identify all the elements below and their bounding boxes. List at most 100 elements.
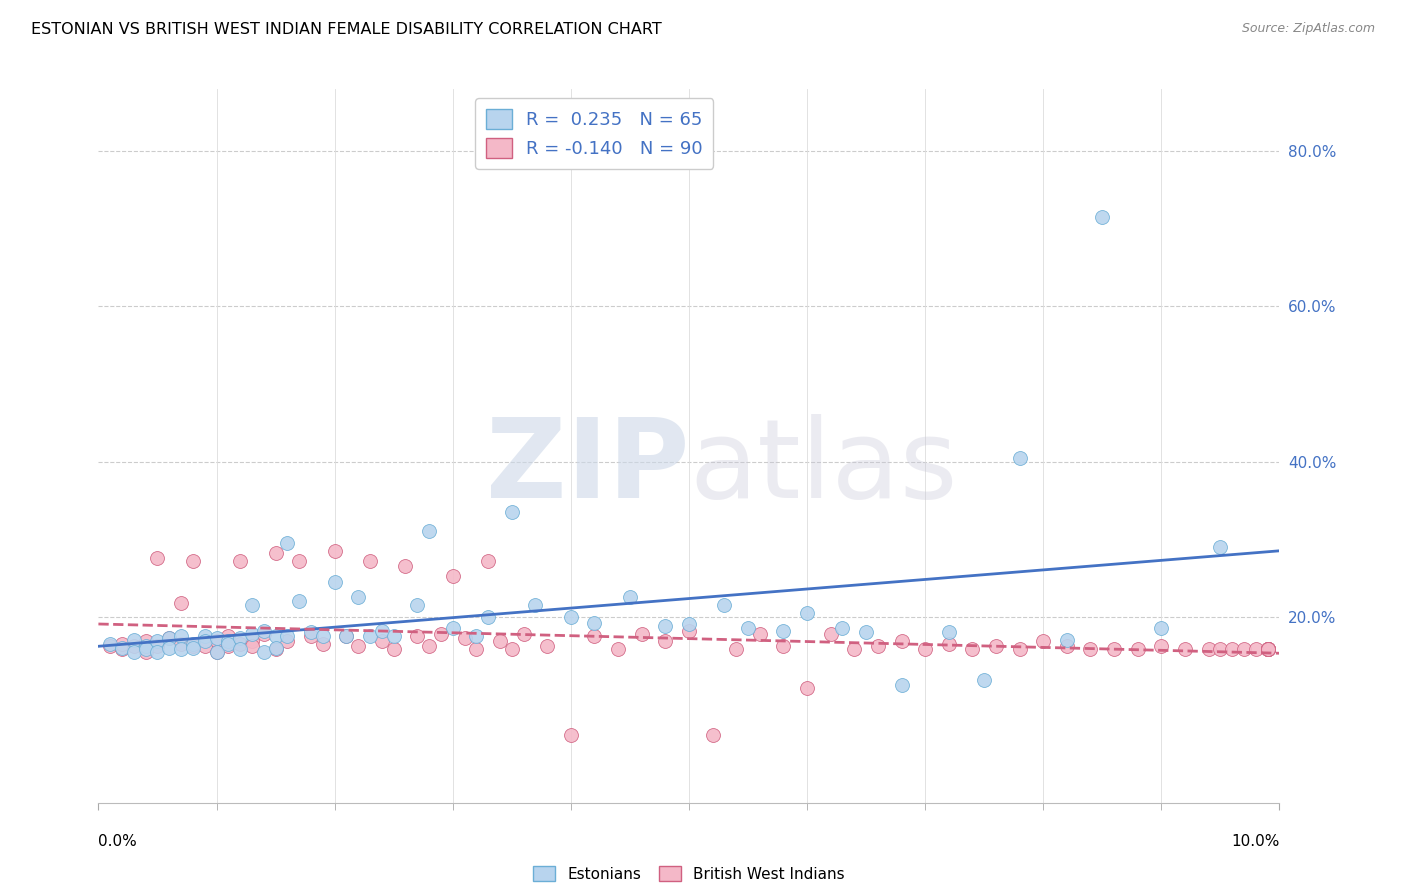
Point [654, 619, 676, 633]
Point [288, 594, 311, 608]
Point [146, 634, 169, 648]
Point [962, 642, 984, 657]
Point [1008, 450, 1031, 465]
Point [678, 624, 700, 638]
Point [1257, 642, 1279, 657]
Point [111, 642, 134, 657]
Point [501, 505, 523, 519]
Point [135, 644, 157, 658]
Point [725, 642, 748, 657]
Point [465, 629, 488, 643]
Point [1126, 642, 1149, 657]
Point [583, 629, 606, 643]
Point [253, 624, 276, 638]
Point [205, 644, 228, 658]
Point [748, 626, 770, 640]
Point [371, 634, 394, 648]
Point [430, 626, 453, 640]
Point [264, 546, 287, 560]
Point [465, 642, 488, 657]
Point [772, 639, 794, 653]
Point [654, 634, 676, 648]
Point [288, 554, 311, 568]
Point [194, 634, 217, 648]
Point [1209, 642, 1232, 657]
Point [453, 632, 475, 646]
Point [984, 639, 1007, 653]
Point [796, 606, 818, 620]
Point [347, 639, 370, 653]
Point [135, 634, 157, 648]
Point [1091, 210, 1114, 224]
Point [1056, 639, 1078, 653]
Point [194, 639, 217, 653]
Point [524, 598, 547, 612]
Point [973, 673, 995, 688]
Point [418, 524, 440, 539]
Point [1209, 540, 1232, 554]
Point [135, 639, 157, 653]
Point [194, 629, 217, 643]
Point [240, 639, 263, 653]
Point [170, 596, 193, 610]
Point [501, 642, 523, 657]
Point [347, 591, 370, 605]
Point [1198, 642, 1220, 657]
Point [335, 629, 357, 643]
Text: 10.0%: 10.0% [1232, 834, 1279, 849]
Point [406, 598, 429, 612]
Point [170, 642, 193, 657]
Point [1233, 642, 1256, 657]
Point [217, 634, 239, 648]
Point [1032, 634, 1054, 648]
Point [1102, 642, 1125, 657]
Point [678, 617, 700, 632]
Point [135, 642, 157, 657]
Point [630, 626, 652, 640]
Point [122, 639, 145, 653]
Point [359, 554, 381, 568]
Text: atlas: atlas [689, 414, 957, 521]
Point [1257, 642, 1279, 657]
Point [181, 639, 204, 653]
Point [702, 727, 724, 741]
Point [1257, 642, 1279, 657]
Point [323, 574, 346, 589]
Point [1257, 642, 1279, 657]
Point [217, 637, 239, 651]
Point [1150, 639, 1173, 653]
Point [170, 629, 193, 643]
Point [229, 637, 252, 651]
Point [1257, 642, 1279, 657]
Point [441, 621, 464, 635]
Text: Source: ZipAtlas.com: Source: ZipAtlas.com [1241, 22, 1375, 36]
Point [181, 640, 204, 655]
Point [536, 639, 558, 653]
Point [560, 727, 582, 741]
Point [157, 632, 180, 646]
Point [371, 624, 394, 638]
Point [1174, 642, 1197, 657]
Point [418, 639, 440, 653]
Point [737, 621, 759, 635]
Point [406, 629, 429, 643]
Text: ZIP: ZIP [485, 414, 689, 521]
Point [890, 634, 912, 648]
Point [1220, 642, 1243, 657]
Point [264, 629, 287, 643]
Point [382, 629, 405, 643]
Point [299, 625, 322, 640]
Point [276, 536, 298, 550]
Point [335, 629, 357, 643]
Point [146, 644, 169, 658]
Point [477, 554, 499, 568]
Point [560, 609, 582, 624]
Point [607, 642, 630, 657]
Point [181, 637, 204, 651]
Point [1080, 642, 1102, 657]
Point [264, 642, 287, 657]
Point [264, 640, 287, 655]
Point [122, 632, 145, 647]
Point [914, 642, 936, 657]
Point [441, 569, 464, 583]
